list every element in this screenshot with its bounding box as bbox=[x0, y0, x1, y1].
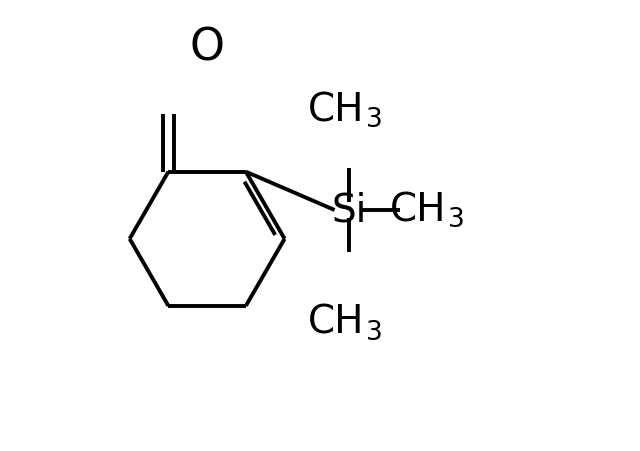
Text: 3: 3 bbox=[449, 207, 465, 233]
Text: CH: CH bbox=[308, 304, 364, 342]
Text: 3: 3 bbox=[367, 107, 383, 133]
Text: CH: CH bbox=[390, 191, 446, 229]
Text: 3: 3 bbox=[367, 320, 383, 345]
Text: Si: Si bbox=[331, 191, 367, 229]
Text: CH: CH bbox=[308, 92, 364, 129]
Text: O: O bbox=[189, 27, 225, 70]
